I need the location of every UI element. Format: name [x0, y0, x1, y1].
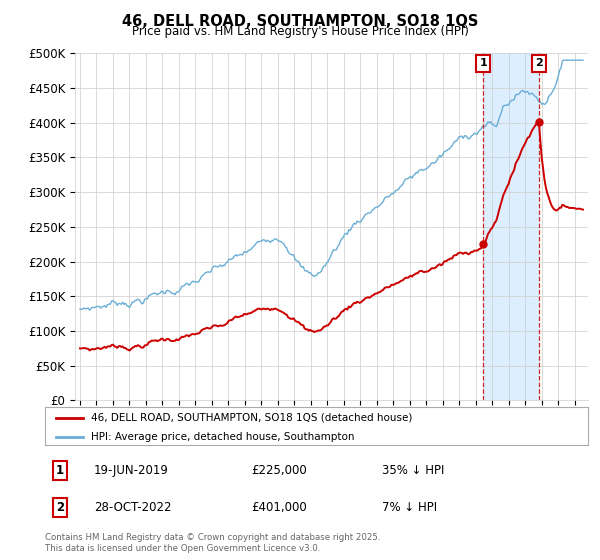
Text: Contains HM Land Registry data © Crown copyright and database right 2025.
This d: Contains HM Land Registry data © Crown c…	[45, 533, 380, 553]
Text: 19-JUN-2019: 19-JUN-2019	[94, 464, 169, 477]
Text: Price paid vs. HM Land Registry's House Price Index (HPI): Price paid vs. HM Land Registry's House …	[131, 25, 469, 38]
Text: £225,000: £225,000	[251, 464, 307, 477]
Text: 46, DELL ROAD, SOUTHAMPTON, SO18 1QS: 46, DELL ROAD, SOUTHAMPTON, SO18 1QS	[122, 14, 478, 29]
Text: 2: 2	[535, 58, 543, 68]
Text: 2: 2	[56, 501, 64, 514]
Text: 1: 1	[479, 58, 487, 68]
Text: 35% ↓ HPI: 35% ↓ HPI	[382, 464, 444, 477]
Text: 1: 1	[56, 464, 64, 477]
Text: £401,000: £401,000	[251, 501, 307, 514]
Text: 46, DELL ROAD, SOUTHAMPTON, SO18 1QS (detached house): 46, DELL ROAD, SOUTHAMPTON, SO18 1QS (de…	[91, 413, 413, 423]
Text: 28-OCT-2022: 28-OCT-2022	[94, 501, 172, 514]
Bar	[484, 53, 539, 400]
Text: 7% ↓ HPI: 7% ↓ HPI	[382, 501, 437, 514]
Text: HPI: Average price, detached house, Southampton: HPI: Average price, detached house, Sout…	[91, 432, 355, 442]
